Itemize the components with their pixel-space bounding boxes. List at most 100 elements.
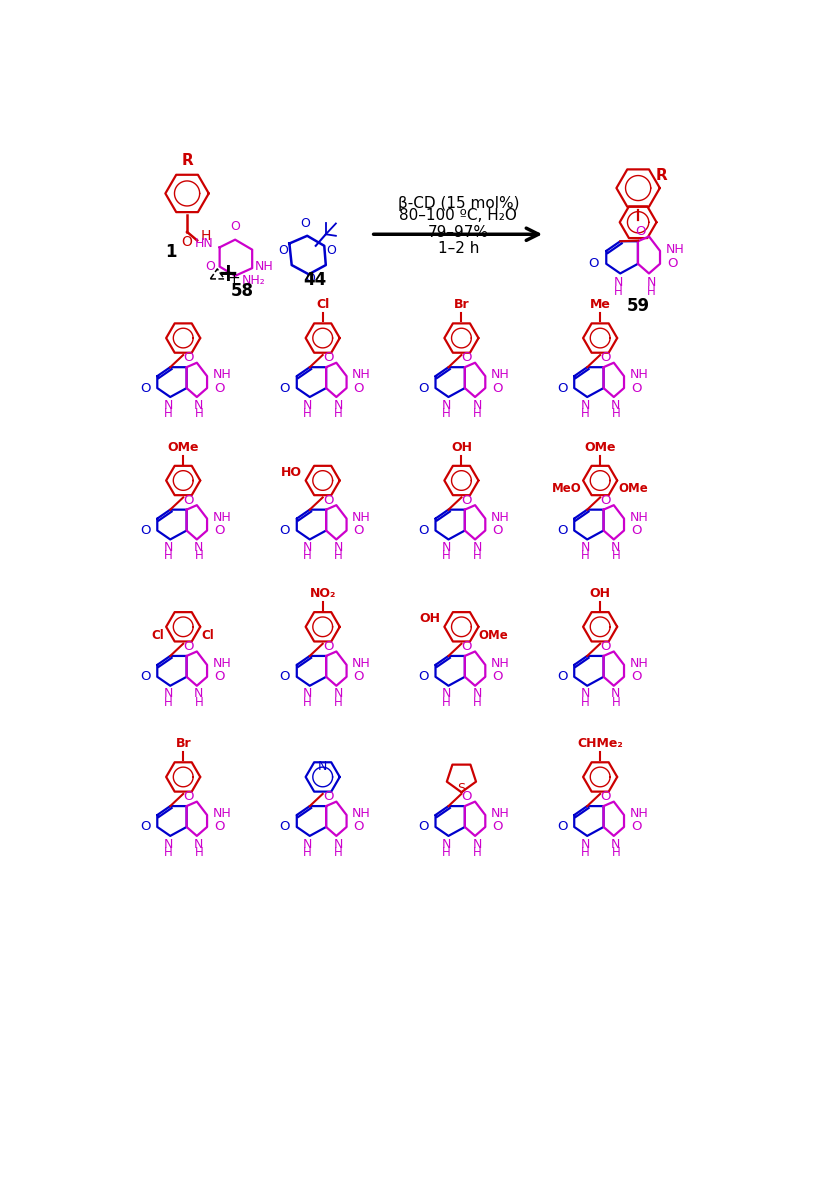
Text: H: H	[164, 846, 173, 859]
Text: H: H	[473, 550, 481, 562]
Text: NO₂: NO₂	[309, 587, 336, 600]
Text: O: O	[182, 234, 193, 249]
Text: N: N	[303, 541, 313, 554]
Text: N: N	[442, 838, 451, 851]
Text: O: O	[214, 381, 224, 394]
Text: 1: 1	[165, 244, 176, 262]
Text: H: H	[334, 846, 342, 859]
Text: NH: NH	[629, 510, 648, 523]
Text: Br: Br	[175, 737, 191, 750]
Text: O: O	[184, 641, 194, 652]
Text: CHMe₂: CHMe₂	[577, 737, 623, 750]
Text: NH: NH	[490, 657, 509, 670]
Text: O: O	[353, 670, 364, 684]
Text: S: S	[457, 783, 466, 796]
Text: NH: NH	[352, 807, 370, 820]
Text: N: N	[581, 838, 590, 851]
Text: N: N	[194, 838, 203, 851]
Text: N: N	[334, 838, 343, 851]
Text: NH₂: NH₂	[241, 274, 265, 287]
Text: OH: OH	[590, 587, 610, 600]
Text: O: O	[323, 494, 333, 507]
Text: N: N	[472, 838, 482, 851]
Text: N: N	[611, 687, 620, 700]
Text: N: N	[334, 399, 343, 411]
Text: Cl: Cl	[152, 629, 165, 642]
Text: N: N	[164, 399, 173, 411]
Text: H: H	[201, 228, 212, 243]
Text: O: O	[323, 790, 333, 803]
Text: N: N	[164, 838, 173, 851]
Text: O: O	[588, 257, 599, 270]
Text: O: O	[280, 670, 290, 684]
Text: O: O	[667, 257, 678, 270]
Text: N: N	[647, 276, 656, 289]
Text: N: N	[611, 838, 620, 851]
Text: H: H	[581, 846, 590, 859]
Text: O: O	[557, 525, 567, 537]
Text: O: O	[353, 821, 364, 833]
Text: H: H	[473, 846, 481, 859]
Text: H: H	[304, 550, 312, 562]
Text: O: O	[353, 381, 364, 394]
Text: NH: NH	[213, 510, 232, 523]
Text: O: O	[184, 351, 194, 364]
Text: O: O	[492, 381, 503, 394]
Text: N: N	[611, 541, 620, 554]
Text: H: H	[194, 846, 203, 859]
Text: H: H	[473, 695, 481, 709]
Text: N: N	[303, 838, 313, 851]
Text: O: O	[635, 225, 645, 238]
Text: R: R	[181, 153, 193, 168]
Text: N: N	[303, 399, 313, 411]
Text: H: H	[611, 550, 620, 562]
Text: O: O	[184, 494, 194, 507]
Text: 44: 44	[304, 271, 327, 289]
Text: O: O	[461, 351, 472, 364]
Text: H: H	[581, 550, 590, 562]
Text: O: O	[140, 670, 151, 684]
Text: HO: HO	[281, 466, 302, 478]
Text: MeO: MeO	[552, 483, 581, 496]
Text: OMe: OMe	[585, 441, 616, 454]
Text: N: N	[472, 687, 482, 700]
Text: NH: NH	[352, 657, 370, 670]
Text: O: O	[492, 821, 503, 833]
Text: H: H	[304, 695, 312, 709]
Text: O: O	[305, 272, 315, 284]
Text: O: O	[418, 670, 428, 684]
Text: N: N	[194, 541, 203, 554]
Text: H: H	[334, 550, 342, 562]
Text: O: O	[461, 494, 472, 507]
Text: OMe: OMe	[167, 441, 199, 454]
Text: O: O	[631, 381, 642, 394]
Text: O: O	[214, 525, 224, 537]
Text: O: O	[631, 670, 642, 684]
Text: H: H	[581, 406, 590, 419]
Text: +: +	[227, 271, 240, 287]
Text: N: N	[614, 276, 623, 289]
Text: N: N	[442, 687, 451, 700]
Text: N: N	[334, 687, 343, 700]
Text: H: H	[334, 695, 342, 709]
Text: 59: 59	[627, 298, 650, 315]
Text: O: O	[326, 244, 336, 257]
Text: H: H	[614, 284, 623, 298]
Text: β-CD (15 mol%): β-CD (15 mol%)	[398, 196, 519, 212]
Text: Cl: Cl	[202, 629, 214, 642]
Text: H: H	[611, 406, 620, 419]
Text: N: N	[164, 541, 173, 554]
Text: 79–97%: 79–97%	[428, 226, 489, 240]
Text: O: O	[280, 381, 290, 394]
Text: NH: NH	[255, 261, 273, 274]
Text: O: O	[280, 525, 290, 537]
Text: O: O	[323, 641, 333, 652]
Text: NH: NH	[666, 243, 685, 256]
Text: O: O	[557, 381, 567, 394]
Text: H: H	[442, 846, 451, 859]
Text: N: N	[472, 399, 482, 411]
Text: O: O	[600, 790, 611, 803]
Text: Me: Me	[590, 298, 610, 311]
Text: H: H	[334, 406, 342, 419]
Text: N: N	[581, 399, 590, 411]
